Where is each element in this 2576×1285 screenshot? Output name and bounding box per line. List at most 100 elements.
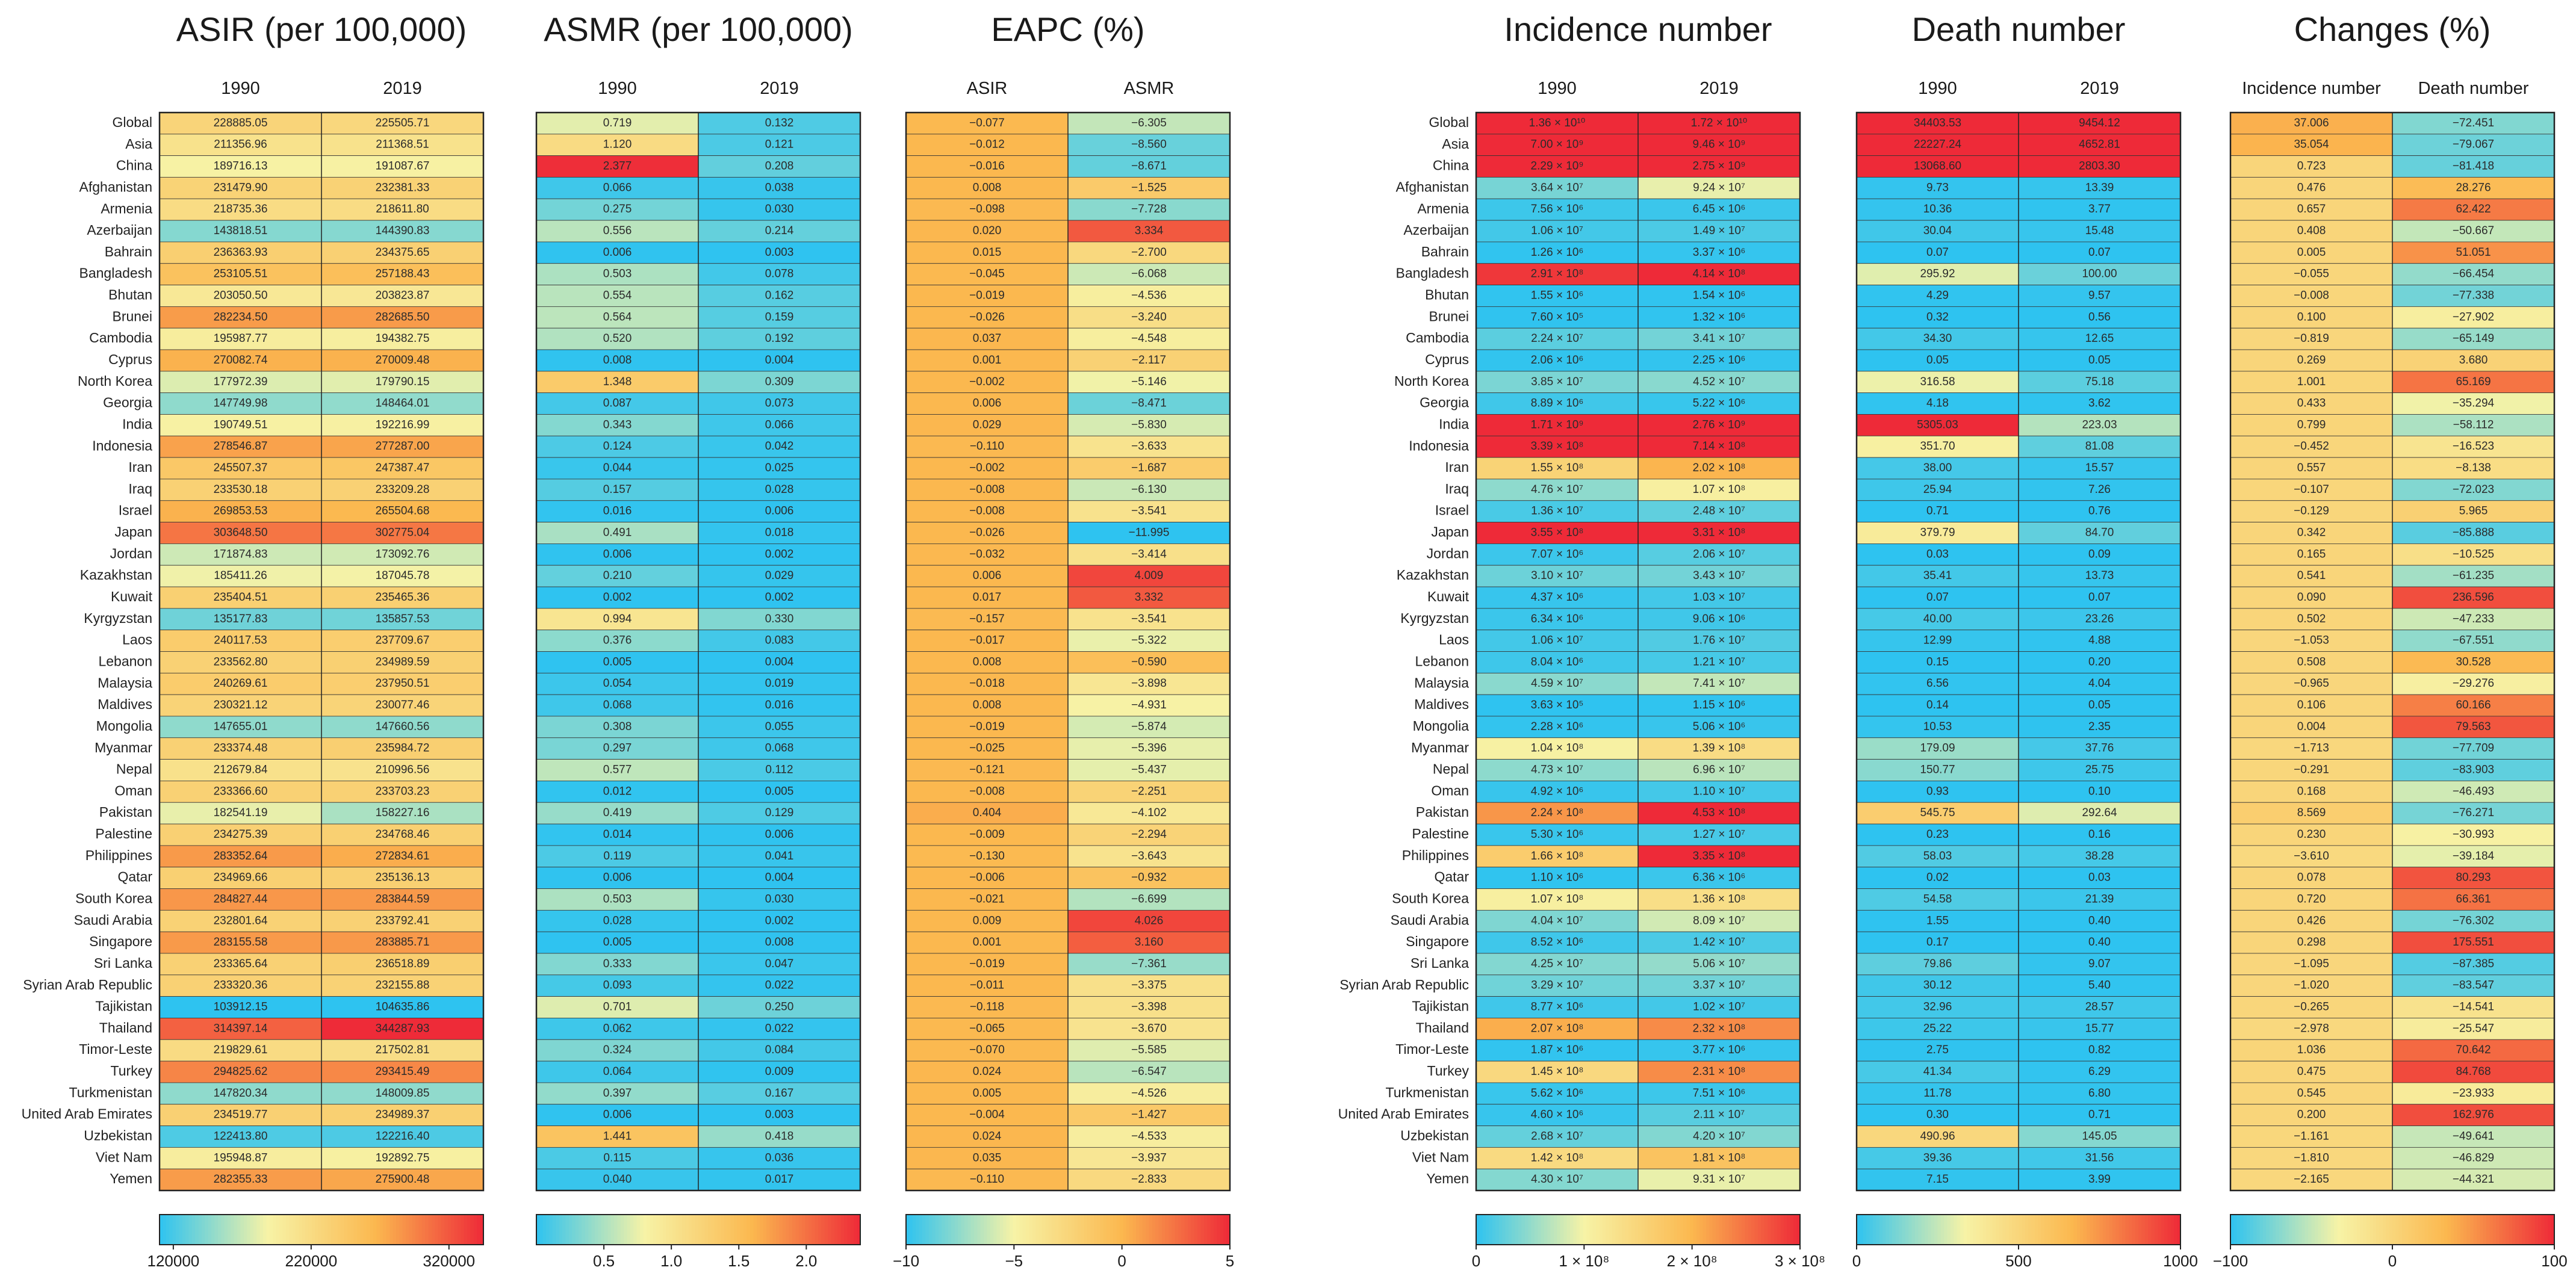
- legend-swatch: [795, 1215, 799, 1245]
- cell-value: 8.77 × 10⁶: [1531, 1001, 1584, 1014]
- legend-swatch: [308, 1215, 312, 1245]
- heat-cell: [2392, 867, 2555, 889]
- cell-value: 4.04 × 10⁷: [1531, 914, 1583, 927]
- legend-swatch: [980, 1215, 984, 1245]
- legend-swatch: [2135, 1215, 2139, 1245]
- legend-swatch: [1048, 1215, 1052, 1245]
- legend-swatch: [227, 1215, 231, 1245]
- legend-swatch: [2102, 1215, 2106, 1245]
- heat-cell: [159, 371, 322, 394]
- legend-swatch: [1191, 1215, 1195, 1245]
- heat-cell: [1637, 1168, 1801, 1191]
- legend-swatch: [1719, 1215, 1723, 1245]
- cell-value: 0.119: [603, 850, 631, 862]
- heat-cell: [159, 435, 322, 458]
- legend-swatch: [1113, 1215, 1117, 1245]
- heat-cell: [2392, 651, 2555, 673]
- cell-value: 10.53: [1923, 720, 1952, 733]
- heat-cell: [1476, 1168, 1639, 1191]
- cell-value: 41.34: [1923, 1065, 1952, 1078]
- legend-swatch: [247, 1215, 251, 1245]
- heat-cell: [321, 672, 484, 695]
- cell-value: 283155.58: [214, 936, 268, 949]
- cell-value: 0.041: [765, 850, 794, 862]
- legend-swatch: [1583, 1215, 1587, 1245]
- legend-swatch: [2483, 1215, 2487, 1245]
- cell-value: 314397.14: [214, 1022, 268, 1035]
- legend-swatch: [1660, 1215, 1665, 1245]
- heat-cell: [1476, 931, 1639, 954]
- cell-value: 4.59 × 10⁷: [1531, 677, 1583, 690]
- heat-cell: [321, 608, 484, 631]
- heat-cell: [2230, 931, 2393, 954]
- legend-swatch: [1528, 1215, 1532, 1245]
- legend-swatch: [1634, 1215, 1639, 1245]
- heat-cell: [2018, 371, 2181, 394]
- cell-value: 32.96: [1923, 1001, 1952, 1014]
- column-header: 2019: [383, 79, 422, 98]
- heat-cell: [536, 543, 699, 566]
- heat-cell: [1856, 802, 2019, 825]
- legend-swatch: [1035, 1215, 1040, 1245]
- heat-cell: [1476, 371, 1639, 394]
- cell-value: 0.030: [765, 203, 794, 215]
- legend-swatch: [1787, 1215, 1791, 1245]
- legend-swatch: [2415, 1215, 2419, 1245]
- cell-value: −72.451: [2453, 117, 2494, 129]
- cell-value: −67.551: [2453, 634, 2494, 647]
- legend-swatch: [854, 1215, 858, 1245]
- legend-swatch: [692, 1215, 696, 1245]
- cell-value: 0.003: [765, 246, 794, 259]
- legend-swatch: [2272, 1215, 2276, 1245]
- cell-value: 5.965: [2459, 505, 2488, 518]
- legend-swatch: [2170, 1215, 2174, 1245]
- legend-swatch: [2230, 1215, 2234, 1245]
- legend-swatch: [344, 1215, 348, 1245]
- cell-value: 236.596: [2453, 591, 2494, 604]
- cell-value: 303648.50: [214, 527, 268, 539]
- legend-swatch: [256, 1215, 261, 1245]
- legend-swatch: [1790, 1215, 1794, 1245]
- heat-cell: [1476, 112, 1639, 135]
- cell-value: 35.41: [1923, 569, 1952, 582]
- cell-value: 37.76: [2085, 742, 2114, 755]
- heat-cell: [536, 1018, 699, 1040]
- cell-value: 187045.78: [376, 569, 430, 582]
- legend-swatch: [812, 1215, 816, 1245]
- heat-cell: [1856, 716, 2019, 738]
- cell-value: 100.00: [2082, 268, 2117, 280]
- cell-value: 302775.04: [376, 527, 430, 539]
- heat-cell: [1637, 931, 1801, 954]
- heat-cell: [1856, 1104, 2019, 1126]
- cell-value: −5.585: [1131, 1044, 1167, 1056]
- column-header: Incidence number: [2242, 79, 2381, 98]
- cell-value: 11.78: [1923, 1087, 1951, 1100]
- cell-value: 0.419: [603, 807, 632, 819]
- legend-swatch: [636, 1215, 641, 1245]
- cell-value: −0.265: [2294, 1001, 2329, 1014]
- legend-swatch: [1960, 1215, 1964, 1245]
- cell-value: 234989.37: [376, 1109, 430, 1121]
- cell-value: 84.768: [2456, 1065, 2491, 1078]
- heat-cell: [2392, 888, 2555, 911]
- cell-value: 0.090: [2297, 591, 2326, 604]
- legend-swatch: [798, 1215, 802, 1245]
- legend-swatch: [1586, 1215, 1590, 1245]
- heat-cell: [1856, 953, 2019, 976]
- legend-swatch: [766, 1215, 770, 1245]
- legend-swatch: [1207, 1215, 1211, 1245]
- legend-swatch: [1664, 1215, 1668, 1245]
- cell-value: 0.397: [603, 1087, 632, 1100]
- legend-swatch: [1022, 1215, 1026, 1245]
- legend-swatch: [2144, 1215, 2149, 1245]
- legend-swatch: [2154, 1215, 2158, 1245]
- heat-cell: [159, 931, 322, 954]
- row-label: Uzbekistan: [1400, 1128, 1469, 1144]
- legend-swatch: [2460, 1215, 2464, 1245]
- cell-value: −1.427: [1131, 1109, 1167, 1121]
- legend-swatch: [2356, 1215, 2360, 1245]
- legend-tick-label: 3 × 10⁸: [1775, 1252, 1825, 1270]
- cell-value: −11.995: [1129, 527, 1170, 539]
- legend-swatch: [318, 1215, 322, 1245]
- cell-value: 257188.43: [376, 268, 430, 280]
